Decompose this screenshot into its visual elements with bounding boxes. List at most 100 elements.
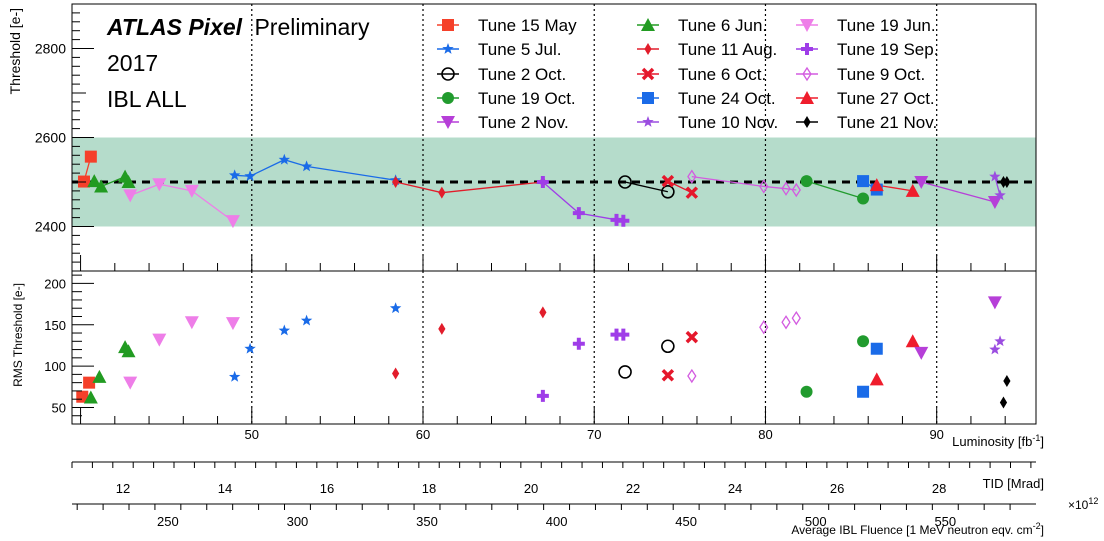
rms-point — [914, 346, 929, 360]
rms-point — [994, 335, 1006, 347]
legend-marker — [800, 91, 814, 104]
threshold-point — [94, 179, 109, 193]
x-tick-label: 80 — [758, 427, 772, 442]
bottom-vertical-gridlines — [251, 271, 938, 424]
threshold-point — [617, 214, 630, 227]
tid-tick-label: 22 — [626, 481, 640, 496]
legend-label: Tune 24 Oct. — [678, 89, 776, 108]
luminosity-axis-ticks: 50 60 70 80 90 — [80, 408, 1006, 442]
top-panel: 2400 2600 2800 Threshold [e-] ATLAS Pixel … — [7, 3, 1037, 272]
rms-point — [661, 339, 675, 354]
rms-point — [1003, 374, 1011, 387]
rms-point — [905, 334, 920, 348]
series-line — [921, 181, 996, 203]
legend-label: Tune 2 Oct. — [478, 65, 566, 84]
legend-marker — [641, 67, 655, 81]
legend-marker — [802, 66, 812, 82]
luminosity-axis-label: Luminosity [fb-1] — [952, 433, 1044, 449]
rms-point — [244, 342, 256, 354]
legend-marker — [442, 19, 454, 31]
rms-point — [225, 317, 240, 331]
y-tick-label: 200 — [44, 276, 66, 291]
y-tick-label: 150 — [44, 318, 66, 333]
rms-point — [999, 396, 1008, 409]
threshold-point — [278, 153, 291, 165]
x-tick-label: 70 — [587, 427, 601, 442]
threshold-point — [994, 189, 1006, 201]
threshold-point — [685, 186, 699, 199]
legend-marker — [442, 92, 454, 104]
legend-marker — [442, 43, 454, 54]
legend-label: Tune 19 Jun. — [837, 16, 936, 35]
fluence-axis: 250 300 350 400 450 500 550 ×1012 Average IBL … — [72, 496, 1098, 537]
tid-tick-label: 12 — [116, 481, 130, 496]
rms-point — [152, 333, 167, 347]
fluence-tick-label: 450 — [675, 514, 697, 529]
rms-point — [300, 314, 313, 326]
rms-point — [791, 310, 801, 326]
threshold-point — [121, 175, 136, 188]
threshold-point — [791, 182, 801, 198]
rms-point — [539, 306, 547, 319]
rms-point — [989, 343, 1001, 355]
threshold-point — [857, 175, 870, 188]
legend-label: Tune 19 Oct. — [478, 89, 576, 108]
rms-point — [184, 316, 199, 330]
rms-point — [869, 372, 884, 386]
threshold-point — [438, 186, 446, 199]
rms-point — [759, 320, 769, 335]
y-tick-label: 100 — [44, 359, 66, 374]
threshold-point — [987, 196, 1002, 210]
tid-tick-label: 28 — [932, 481, 946, 496]
rms-point — [83, 376, 96, 389]
y-tick-label: 2600 — [35, 130, 66, 146]
tid-tick-label: 20 — [524, 481, 538, 496]
tid-tick-label: 14 — [218, 481, 232, 496]
rms-point — [857, 385, 870, 398]
atlas-annotation: ATLAS Pixel Preliminary 2017 IBL ALL — [106, 14, 370, 112]
threshold-point — [1003, 176, 1011, 188]
threshold-point — [184, 184, 199, 198]
rms-point — [121, 344, 136, 358]
fluence-axis-ticks: 250 300 350 400 450 500 550 — [76, 504, 1011, 529]
series-line — [806, 180, 864, 200]
threshold-point — [87, 174, 102, 188]
legend-label: Tune 15 May — [478, 16, 577, 35]
tid-axis-label: TID [Mrad] — [983, 476, 1044, 491]
legend-marker — [803, 116, 811, 128]
threshold-point — [781, 181, 791, 196]
bottom-y-axis-label: RMS Threshold [e-] — [11, 283, 25, 387]
legend-label: Tune 5 Jul. — [478, 40, 561, 59]
legend-label: Tune 9 Oct. — [837, 65, 925, 84]
legend-marker — [441, 67, 455, 81]
detector-label: IBL ALL — [107, 86, 187, 112]
rms-point — [870, 342, 883, 355]
legend-marker — [441, 116, 455, 129]
rms-point — [278, 324, 291, 336]
rms-point — [687, 368, 697, 384]
x-tick-label: 90 — [929, 427, 943, 442]
legend-marker — [644, 43, 652, 55]
rms-point — [800, 385, 813, 398]
rms-point — [618, 365, 632, 379]
fluence-axis-label: Average IBL Fluence [1 MeV neutron eqv. … — [791, 521, 1044, 537]
legend-label: Tune 6 Jun. — [678, 16, 767, 35]
fluence-tick-label: 300 — [287, 514, 309, 529]
rms-point — [536, 389, 549, 402]
fluence-tick-label: 550 — [934, 514, 956, 529]
rms-point — [661, 368, 675, 382]
threshold-point — [123, 189, 138, 203]
rms-point — [123, 376, 138, 390]
bottom-series-markers — [76, 296, 1011, 409]
top-x-axis-ticks — [80, 255, 1006, 271]
threshold-point — [225, 215, 240, 229]
rms-point — [92, 369, 107, 383]
year-label: 2017 — [107, 50, 158, 76]
y-tick-label: 2800 — [35, 41, 66, 57]
rms-point — [392, 367, 400, 380]
threshold-point — [618, 175, 632, 189]
threshold-point — [869, 178, 884, 192]
legend-label: Tune 6 Oct. — [678, 65, 766, 84]
rms-point — [572, 337, 585, 350]
